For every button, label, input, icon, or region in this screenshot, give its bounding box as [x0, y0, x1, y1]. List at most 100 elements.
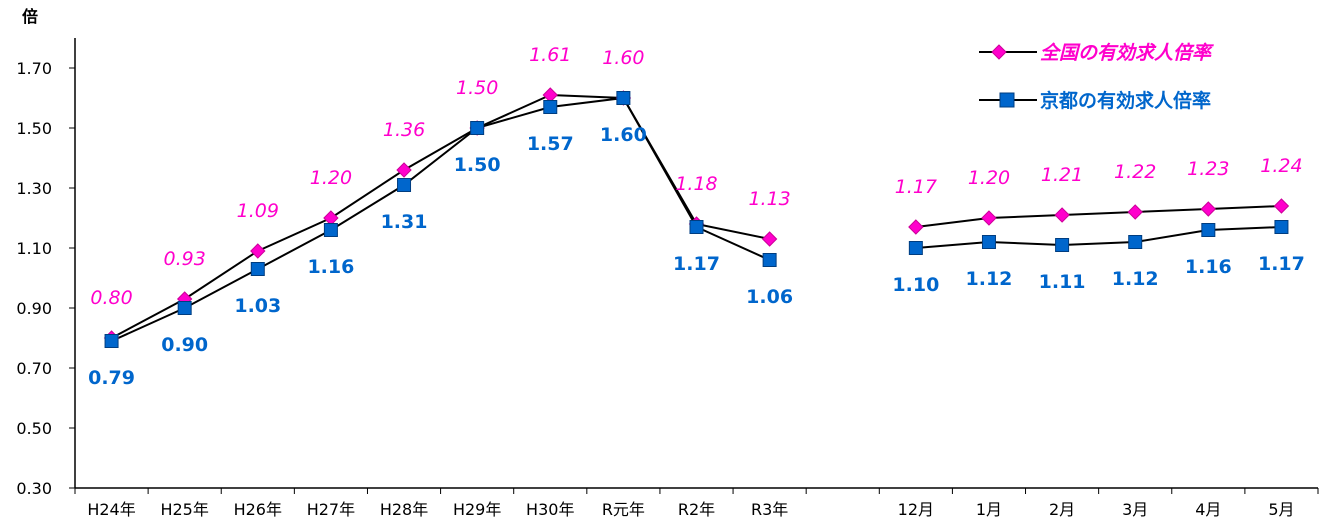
x-tick-label: H27年 [307, 500, 355, 519]
legend: 全国の有効求人倍率 京都の有効求人倍率 [979, 42, 1214, 112]
y-tick-label: 0.90 [16, 299, 52, 318]
y-ticks: 0.30 0.50 0.70 0.90 1.10 1.30 1.50 1.70 [16, 59, 75, 498]
x-tick-label: H25年 [160, 500, 208, 519]
series-line-national [111, 93, 770, 339]
x-tick-label: 4月 [1195, 500, 1221, 519]
y-tick-label: 0.50 [16, 419, 52, 438]
y-tick-label: 1.70 [16, 59, 52, 78]
data-label-kyoto: 1.12 [1112, 268, 1159, 290]
data-point-kyoto [104, 334, 119, 348]
y-tick-label: 0.70 [16, 359, 52, 378]
data-point-kyoto [177, 301, 192, 315]
data-point-kyoto [470, 121, 485, 135]
y-tick-label: 1.30 [16, 179, 52, 198]
data-point-national [908, 219, 924, 235]
series-markers [103, 87, 1290, 348]
data-point-national [1200, 201, 1217, 217]
x-tick-label: 3月 [1122, 500, 1148, 519]
data-label-national: 0.80 [90, 287, 132, 309]
legend-marker-national [991, 44, 1007, 60]
data-point-kyoto [1055, 238, 1070, 252]
legend-label-national: 全国の有効求人倍率 [1040, 42, 1214, 64]
axes [74, 38, 1319, 494]
y-tick-label: 1.10 [16, 239, 52, 258]
x-tick-label: H28年 [380, 500, 428, 519]
data-point-kyoto [250, 262, 265, 276]
data-point-kyoto [908, 241, 923, 255]
x-tick-label: 5月 [1268, 500, 1294, 519]
data-label-national: 1.09 [237, 200, 279, 222]
data-label-national: 1.20 [310, 167, 352, 189]
series-lines [111, 93, 1282, 342]
data-label-national: 1.36 [383, 119, 425, 141]
data-label-kyoto: 1.60 [600, 124, 647, 146]
data-label-national: 1.50 [456, 77, 498, 99]
data-point-national [761, 231, 778, 247]
x-tick-label: R3年 [751, 500, 788, 519]
data-point-kyoto [397, 178, 412, 192]
legend-marker-kyoto [999, 92, 1015, 108]
data-label-kyoto: 0.79 [88, 367, 135, 389]
data-label-kyoto: 1.17 [673, 253, 720, 275]
data-point-kyoto [323, 223, 338, 237]
data-label-national: 0.93 [164, 248, 206, 270]
data-label-kyoto: 0.90 [161, 334, 208, 356]
x-tick-label: H29年 [453, 500, 501, 519]
data-label-kyoto: 1.31 [381, 211, 428, 233]
data-label-national: 1.23 [1187, 158, 1229, 180]
data-point-national [1273, 198, 1290, 214]
data-point-national [250, 243, 266, 259]
legend-item-kyoto: 京都の有効求人倍率 [979, 89, 1211, 112]
data-point-national [396, 162, 412, 178]
data-label-kyoto: 1.12 [966, 268, 1013, 290]
data-point-national [542, 87, 558, 103]
x-tick-label: 2月 [1049, 500, 1075, 519]
data-label-kyoto: 1.16 [307, 256, 354, 278]
y-tick-label: 1.50 [16, 119, 52, 138]
x-tick-label: H26年 [234, 500, 282, 519]
data-label-kyoto: 1.06 [746, 286, 793, 308]
x-tick-label: 12月 [898, 500, 934, 519]
data-point-kyoto [543, 100, 558, 114]
data-label-kyoto: 1.57 [527, 133, 574, 155]
x-tick-label: R元年 [602, 500, 645, 519]
data-label-kyoto: 1.16 [1185, 256, 1232, 278]
data-label-national: 1.22 [1114, 161, 1156, 183]
data-label-national: 1.24 [1260, 155, 1302, 177]
data-label-kyoto: 1.11 [1039, 271, 1086, 293]
data-point-kyoto [1201, 223, 1216, 237]
series-line-kyoto [111, 96, 771, 342]
data-label-national: 1.20 [968, 167, 1010, 189]
data-point-national [981, 210, 997, 226]
data-point-kyoto [616, 91, 631, 105]
data-point-national [323, 210, 339, 226]
data-label-national: 1.13 [748, 188, 790, 210]
data-label-national: 1.61 [529, 44, 571, 66]
data-point-kyoto [762, 253, 777, 267]
data-label-national: 1.18 [675, 173, 717, 195]
data-labels: 0.80 0.93 1.09 1.20 1.36 1.50 1.61 1.60 1.18 1.13… [88, 44, 1305, 389]
data-point-national [1054, 207, 1070, 223]
data-point-national [1127, 204, 1143, 220]
data-point-kyoto [1128, 235, 1143, 249]
data-label-kyoto: 1.50 [454, 154, 501, 176]
y-tick-label: 0.30 [16, 479, 52, 498]
data-point-kyoto [689, 220, 704, 234]
series-line-national [915, 205, 1282, 228]
data-label-national: 1.17 [895, 176, 937, 198]
y-axis-unit-label: 倍 [22, 7, 38, 26]
data-label-kyoto: 1.10 [892, 274, 939, 296]
data-label-kyoto: 1.03 [234, 295, 281, 317]
x-tick-label: H30年 [526, 500, 574, 519]
x-tick-label: 1月 [976, 500, 1002, 519]
x-ticks: H24年 H25年 H26年 H27年 H28年 H29年 H30年 R元年 R2年 R3年 12月… [87, 500, 1294, 519]
data-point-kyoto [1274, 220, 1289, 234]
data-label-national: 1.21 [1041, 164, 1083, 186]
x-tick-label: R2年 [678, 500, 715, 519]
legend-item-national: 全国の有効求人倍率 [979, 42, 1214, 64]
data-point-kyoto [981, 235, 996, 249]
x-tick-label: H24年 [87, 500, 135, 519]
legend-label-kyoto: 京都の有効求人倍率 [1040, 89, 1211, 112]
data-label-kyoto: 1.17 [1258, 253, 1305, 275]
